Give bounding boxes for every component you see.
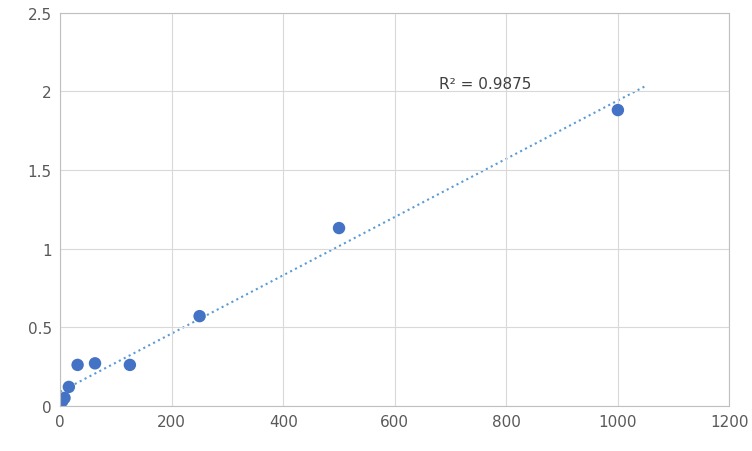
Point [54, 399, 66, 406]
Point [333, 225, 345, 232]
Point [612, 107, 624, 115]
Point [89, 360, 101, 367]
Point [56, 398, 68, 405]
Text: R² = 0.9875: R² = 0.9875 [439, 77, 532, 92]
Point [63, 383, 75, 391]
Point [124, 362, 136, 369]
Point [193, 313, 205, 320]
Point [71, 362, 83, 369]
Point [59, 395, 71, 402]
